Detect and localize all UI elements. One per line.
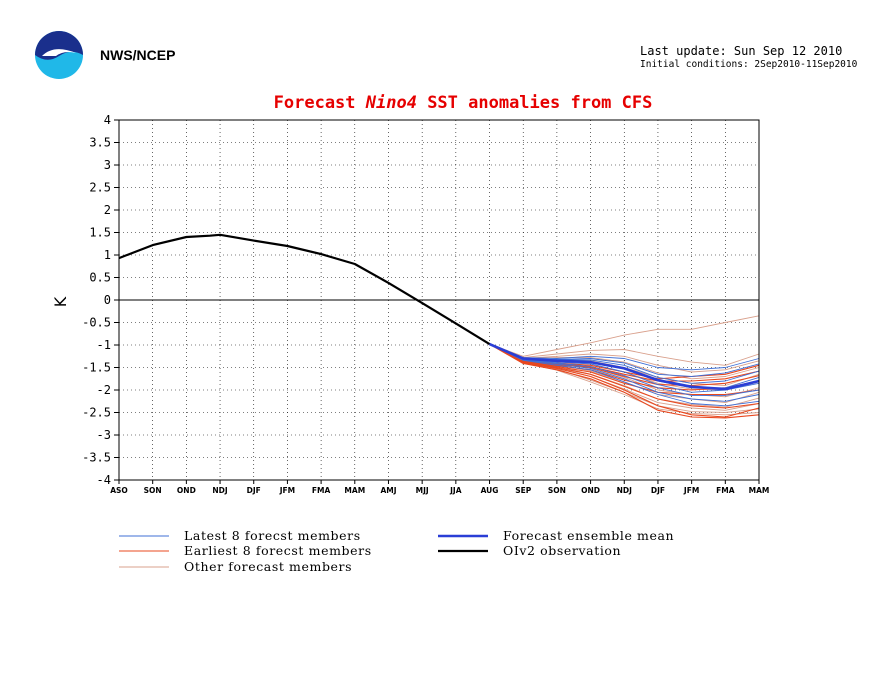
- x-tick-label: DJF: [247, 486, 261, 495]
- latest-member-line: [489, 343, 760, 407]
- noaa-logo-icon: [35, 31, 83, 79]
- x-axis: ASO SON OND NDJ DJF JFM FMA MAM AMJ MJJ JJA AUG SEP S…: [110, 480, 769, 495]
- y-tick-label: -1.5: [82, 361, 111, 375]
- earliest-member-line: [489, 343, 760, 396]
- latest-member-line: [489, 343, 760, 371]
- legend-label: Latest 8 forecst members: [184, 528, 361, 543]
- x-tick-label: JFM: [279, 486, 295, 495]
- org-name: NWS/NCEP: [100, 47, 176, 63]
- earliest-member-line: [489, 343, 760, 418]
- series-lines: [118, 233, 760, 419]
- earliest-member-line: [489, 343, 760, 419]
- chart-title: Forecast Nino4 SST anomalies from CFS: [274, 93, 653, 113]
- x-tick-label: AUG: [481, 486, 499, 495]
- x-tick-label: DJF: [651, 486, 665, 495]
- x-tick-label: NDJ: [617, 486, 633, 495]
- latest-member-line: [489, 343, 760, 396]
- x-tick-label: AMJ: [380, 486, 396, 495]
- chart-title-italic: Nino4: [365, 93, 417, 113]
- other-member-line: [489, 315, 760, 357]
- y-axis: 4 3.5 3 2.5 2 1.5 1 0.5 0 -0.5 -1 -1.5 -2 -2.5 -3 -3.5 -…: [82, 113, 119, 487]
- x-tick-label: FMA: [716, 486, 735, 495]
- legend-label: Earliest 8 forecst members: [184, 543, 372, 558]
- x-tick-label: SON: [548, 486, 566, 495]
- earliest-member-line: [489, 343, 760, 387]
- y-tick-label: 0.5: [89, 271, 111, 285]
- x-tick-label: JJA: [449, 486, 462, 495]
- y-tick-label: 4: [104, 113, 111, 127]
- y-tick-label: 0: [104, 293, 111, 307]
- y-tick-label: -0.5: [82, 316, 111, 330]
- x-tick-label: SEP: [515, 486, 532, 495]
- y-tick-label: -3.5: [82, 451, 111, 465]
- x-tick-label: ASO: [110, 486, 128, 495]
- x-tick-label: NDJ: [212, 486, 228, 495]
- x-tick-label: JFM: [683, 486, 699, 495]
- legend-label: Other forecast members: [184, 559, 352, 574]
- latest-member-line: [489, 343, 760, 402]
- x-tick-label: MJJ: [416, 486, 429, 495]
- legend-label: OIv2 observation: [503, 543, 621, 558]
- y-tick-label: -1: [97, 338, 111, 352]
- x-tick-label: SON: [144, 486, 162, 495]
- y-axis-label: K: [51, 296, 70, 307]
- y-tick-label: 2.5: [89, 181, 111, 195]
- legend-label: Forecast ensemble mean: [503, 528, 674, 543]
- y-tick-label: -4: [97, 473, 111, 487]
- last-update-text: Last update: Sun Sep 12 2010: [640, 44, 843, 58]
- y-tick-label: 2: [104, 203, 111, 217]
- y-tick-label: 1: [104, 248, 111, 262]
- y-tick-label: -3: [97, 428, 111, 442]
- x-tick-label: MAM: [749, 486, 770, 495]
- y-tick-label: 3.5: [89, 136, 111, 150]
- grid-lines: [119, 120, 759, 480]
- x-tick-label: MAM: [344, 486, 365, 495]
- observation-line: [118, 233, 491, 346]
- chart-title-prefix: Forecast: [274, 93, 366, 113]
- y-tick-label: 3: [104, 158, 111, 172]
- y-tick-label: -2.5: [82, 406, 111, 420]
- x-tick-label: OND: [177, 486, 196, 495]
- y-tick-label: -2: [97, 383, 111, 397]
- initial-conditions-text: Initial conditions: 2Sep2010-11Sep2010: [640, 59, 858, 70]
- other-member-line: [489, 343, 760, 366]
- x-tick-label: FMA: [312, 486, 331, 495]
- x-tick-label: OND: [581, 486, 600, 495]
- chart-title-suffix: SST anomalies from CFS: [417, 93, 652, 113]
- ensemble-mean-line: [488, 342, 760, 391]
- y-tick-label: 1.5: [89, 226, 111, 240]
